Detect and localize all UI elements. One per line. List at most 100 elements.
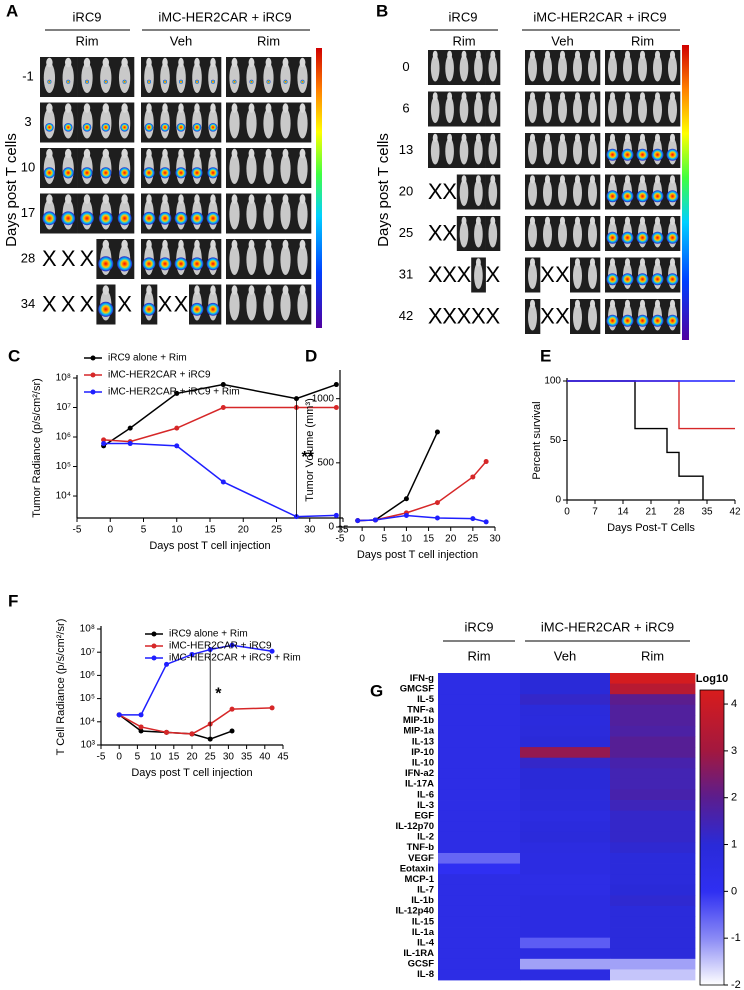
mouse — [474, 54, 483, 82]
mouse-head — [589, 92, 596, 101]
heat-cell — [438, 789, 521, 801]
signal — [160, 123, 170, 132]
dead-mark: X — [42, 246, 57, 271]
series-line — [103, 442, 337, 518]
signal — [142, 257, 156, 271]
y-tick-label: 10⁶ — [80, 670, 95, 681]
mouse-head — [65, 194, 72, 204]
mouse — [280, 153, 291, 184]
mouse-head — [654, 92, 661, 101]
panel-letter: A — [6, 1, 18, 20]
mouse — [573, 54, 582, 82]
mouse-head — [669, 258, 676, 267]
heat-cell — [438, 768, 521, 780]
mouse — [588, 303, 597, 331]
x-tick-label: 20 — [445, 534, 457, 545]
column-label: Rim — [467, 648, 490, 663]
signal — [606, 190, 619, 203]
x-tick-label: 20 — [186, 752, 198, 763]
signal — [636, 190, 649, 203]
x-axis-label: Days post T cell injection — [131, 767, 252, 779]
mouse-head — [529, 216, 536, 226]
mouse — [297, 153, 308, 184]
mouse-head — [210, 194, 216, 204]
heat-cell — [520, 789, 611, 801]
x-tick-label: 15 — [423, 534, 435, 545]
mouse-head — [121, 57, 128, 68]
signal — [117, 211, 132, 226]
day-label: 42 — [399, 308, 413, 323]
mouse-head — [544, 216, 551, 226]
y-axis-label: Days post T cells — [3, 133, 20, 247]
signal — [98, 211, 113, 226]
heat-cell — [610, 757, 696, 769]
point — [269, 648, 275, 654]
mouse-head — [475, 258, 481, 267]
y-tick-label: 10⁸ — [80, 624, 95, 635]
mouse-head — [669, 216, 676, 226]
mouse-head — [248, 239, 255, 250]
heat-cell — [520, 736, 611, 748]
point — [189, 731, 195, 737]
x-tick-label: 45 — [277, 752, 289, 763]
dead-mark: X — [540, 303, 555, 328]
heat-cell — [610, 884, 696, 896]
heat-cell — [438, 683, 521, 695]
signal — [63, 123, 73, 132]
colorbar-b — [682, 45, 689, 340]
mouse-head — [490, 216, 496, 226]
x-tick-label: 30 — [223, 752, 235, 763]
mouse — [474, 96, 483, 123]
panel-letter: B — [376, 1, 388, 20]
mouse-head — [654, 50, 661, 60]
signal — [651, 148, 664, 161]
mouse — [445, 137, 454, 165]
heat-cell — [520, 757, 611, 769]
point — [470, 516, 476, 522]
treatment-label: Rim — [631, 33, 654, 48]
mouse-head — [639, 133, 646, 143]
signal — [206, 302, 220, 316]
dead-mark: X — [485, 262, 500, 287]
panel-letter: F — [8, 591, 18, 610]
day-label: 20 — [399, 183, 413, 198]
dead-mark: X — [442, 179, 457, 204]
mouse-head — [282, 148, 289, 159]
heat-cell — [610, 778, 696, 790]
mouse-head — [102, 239, 109, 250]
point — [229, 642, 235, 648]
mouse-head — [624, 216, 631, 226]
y-tick-label: 10⁵ — [56, 461, 71, 472]
mouse-head — [529, 299, 536, 309]
mouse — [144, 62, 154, 93]
x-tick-label: 30 — [304, 525, 316, 536]
point — [355, 518, 361, 524]
x-tick-label: 0 — [116, 752, 122, 763]
mouse — [474, 179, 483, 206]
x-tick-label: 5 — [135, 752, 141, 763]
heat-cell — [438, 948, 521, 960]
heat-cell — [520, 778, 611, 790]
mouse-head — [146, 103, 152, 113]
group-header: iRC9 — [465, 619, 494, 634]
mouse-head — [639, 299, 646, 309]
y-tick-label: 50 — [550, 435, 562, 446]
row-label: MIP-1b — [403, 715, 434, 726]
point — [101, 437, 107, 443]
x-tick-label: -5 — [97, 752, 106, 763]
heat-cell — [610, 863, 696, 875]
mouse — [573, 262, 582, 290]
column-label: Rim — [641, 648, 664, 663]
mouse — [229, 290, 240, 321]
signal — [163, 79, 167, 84]
mouse — [280, 108, 291, 139]
x-tick-label: 15 — [168, 752, 180, 763]
signal — [82, 123, 92, 132]
dead-mark: X — [471, 303, 486, 328]
mouse-head — [609, 258, 616, 267]
y-tick-label: 500 — [317, 457, 334, 468]
mouse-head — [46, 57, 53, 68]
mouse — [638, 96, 647, 123]
mouse — [263, 62, 274, 93]
